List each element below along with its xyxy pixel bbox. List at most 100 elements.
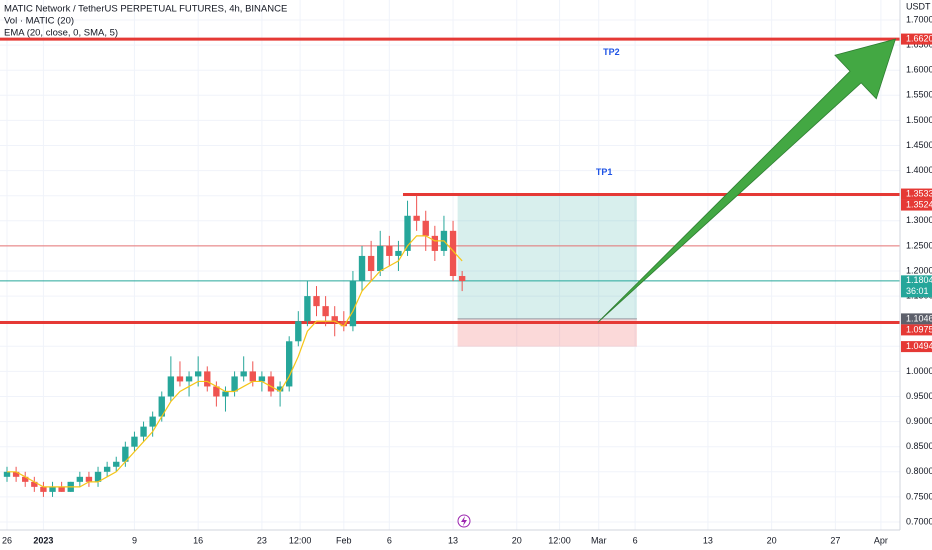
candle-body — [386, 245, 393, 256]
ema-line — [7, 235, 463, 488]
arrow — [597, 38, 897, 323]
price-label-box — [901, 33, 932, 45]
candle-body — [258, 376, 266, 382]
x-tick-label: 12:00 — [289, 535, 312, 545]
candle-body — [85, 476, 93, 482]
candle-body — [331, 316, 338, 322]
y-tick-label: 0.7000 — [906, 516, 932, 526]
price-label-box — [901, 188, 932, 200]
candle-body — [349, 281, 357, 327]
candle-body — [458, 276, 466, 282]
candle-body — [31, 481, 38, 487]
x-tick-label: 23 — [257, 535, 267, 545]
x-tick-label: Feb — [336, 535, 352, 545]
candle-body — [377, 245, 384, 271]
x-tick-label: 26 — [2, 535, 12, 545]
x-tick-label: 16 — [193, 535, 203, 545]
price-label: 1.0494 — [906, 341, 932, 351]
x-tick-label: 12:00 — [548, 535, 571, 545]
candle-body — [94, 471, 102, 482]
candle-body — [286, 341, 293, 387]
y-tick-label: 0.8500 — [906, 441, 932, 451]
candle-body — [3, 471, 11, 477]
candle-body — [158, 396, 165, 417]
candle-body — [222, 391, 229, 397]
replay-icon[interactable] — [457, 514, 471, 528]
candle-body — [367, 255, 375, 271]
candle-body — [340, 321, 348, 327]
x-tick-label: 20 — [767, 535, 777, 545]
x-tick-label: Mar — [591, 535, 607, 545]
candle-body — [304, 296, 311, 322]
x-tick-label: 6 — [633, 535, 638, 545]
y-tick-label: 0.9500 — [906, 391, 932, 401]
price-label-box — [901, 275, 932, 298]
candle-body — [167, 376, 175, 397]
target-zone — [457, 194, 637, 319]
indicator-label: Vol · MATIC (20) — [4, 16, 74, 27]
y-tick-label: 1.6000 — [906, 65, 932, 75]
x-tick-label: Apr — [874, 535, 888, 545]
candle-body — [322, 306, 329, 317]
y-tick-label: 0.8000 — [906, 466, 932, 476]
y-tick-label: 1.0000 — [906, 366, 932, 376]
price-label-box — [901, 341, 932, 353]
candle-body — [358, 255, 366, 282]
plot-area: TP1 TP2 — [0, 37, 900, 497]
countdown: 36:01 — [906, 286, 929, 296]
candle-body — [204, 371, 211, 387]
icon-bolt — [461, 516, 467, 526]
price-label-box — [901, 199, 932, 211]
price-label: 1.3524 — [906, 199, 932, 209]
candle-body — [22, 476, 29, 482]
x-tick-label: 13 — [703, 535, 713, 545]
candle-body — [313, 296, 320, 307]
candle-body — [113, 461, 120, 467]
candle-body — [431, 235, 439, 251]
annotation: TP1 — [596, 167, 613, 177]
candle-body — [295, 321, 302, 342]
candle-body — [422, 220, 429, 236]
candle-body — [449, 230, 457, 277]
x-tick-label: 9 — [132, 535, 137, 545]
candle-body — [185, 376, 193, 382]
candle-body — [213, 386, 220, 397]
price-label-box — [901, 324, 932, 336]
y-tick-label: 1.4500 — [906, 140, 932, 150]
candle-body — [194, 371, 202, 377]
indicator-label: EMA (20, close, 0, SMA, 5) — [4, 28, 118, 39]
y-tick-label: 1.3000 — [906, 215, 932, 225]
candle-body — [249, 371, 256, 382]
annotation: TP2 — [603, 47, 620, 57]
candle-body — [176, 376, 184, 382]
candle-body — [49, 486, 56, 492]
candle-body — [122, 446, 129, 462]
candle-body — [413, 215, 420, 221]
price-label: 1.0975 — [906, 324, 932, 334]
candle-body — [240, 371, 247, 377]
candle-body — [12, 471, 20, 477]
x-tick-label: 27 — [830, 535, 840, 545]
chart-title: MATIC Network / TetherUS PERPETUAL FUTUR… — [4, 4, 287, 15]
y-tick-label: 1.2500 — [906, 240, 932, 250]
y-tick-label: 0.7500 — [906, 491, 932, 501]
y-tick-label: 0.9000 — [906, 416, 932, 426]
price-label: 1.3533 — [906, 188, 932, 198]
candle-body — [140, 426, 147, 437]
candle-body — [267, 376, 275, 392]
candle-body — [395, 250, 402, 256]
candle-body — [276, 386, 284, 392]
y-tick-label: 1.5500 — [906, 90, 932, 100]
candle-body — [149, 416, 156, 427]
y-tick-label: 1.7000 — [906, 14, 932, 24]
y-tick-label: 1.5000 — [906, 115, 932, 125]
price-label: 1.1046 — [906, 313, 932, 323]
y-tick-label: 1.4000 — [906, 165, 932, 175]
price-label: 1.6620 — [906, 33, 932, 43]
price-label-box — [901, 313, 932, 325]
x-tick-label: 13 — [448, 535, 458, 545]
